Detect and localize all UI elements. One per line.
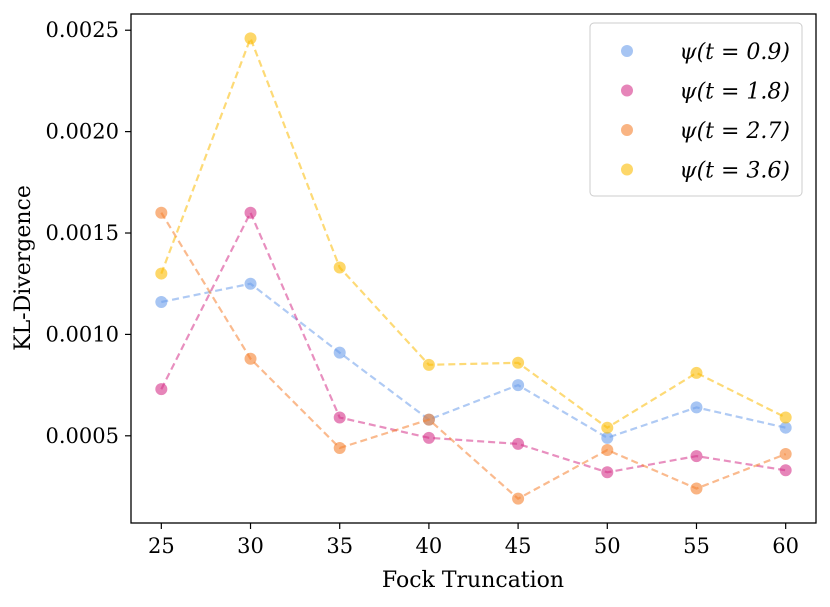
legend-marker [621,45,633,57]
data-point [512,379,525,392]
legend-item: ψ(t = 1.8) [621,80,790,105]
series-3-6 [155,32,792,434]
series-line [161,282,786,440]
data-point [333,261,346,274]
legend-marker [621,124,633,136]
x-tick-label: 50 [594,534,621,558]
data-point [779,448,792,461]
x-tick-label: 25 [148,534,175,558]
y-tick-label: 0.0020 [46,120,119,144]
data-point [244,352,257,365]
data-point [690,482,703,495]
series-line [160,210,786,474]
data-point [333,346,346,359]
x-tick-label: 40 [416,534,443,558]
y-axis: 0.0005 0.0010 0.0015 0.0020 0.0025 [46,18,131,448]
x-axis: 25 30 35 40 45 50 55 60 [148,523,799,558]
data-point [512,437,525,450]
data-point [422,413,435,426]
plot-marks [155,32,792,505]
data-point [601,443,614,456]
legend-item: ψ(t = 2.7) [621,119,790,144]
series-line [160,35,787,430]
data-point [601,466,614,479]
x-tick-label: 60 [772,534,799,558]
legend-item: ψ(t = 3.6) [621,159,790,184]
y-tick-label: 0.0010 [46,322,119,346]
series-2-7 [155,206,792,505]
plot-frame [130,13,817,524]
data-point [333,411,346,424]
y-tick-label: 0.0005 [46,424,119,448]
data-point [155,206,168,219]
legend-item: ψ(t = 0.9) [621,40,790,65]
data-point [690,401,703,414]
data-point [244,277,257,290]
legend-label: ψ(t = 0.9) [679,40,790,65]
data-point [512,356,525,369]
legend-frame [589,22,803,197]
data-point [422,431,435,444]
series-1-8 [155,206,792,479]
legend-marker [621,84,633,97]
x-tick-label: 35 [326,534,353,558]
data-point [155,295,168,308]
data-point [601,431,614,444]
x-tick-label: 55 [683,534,710,558]
data-point [690,450,703,463]
y-tick-label: 0.0025 [46,18,119,42]
series-line [160,212,787,501]
x-tick-label: 45 [505,534,532,558]
data-point [155,267,168,280]
data-point [779,421,792,434]
legend: ψ(t = 0.9) ψ(t = 1.8) ψ(t = 2.7) ψ(t = 3.6) [589,22,803,197]
data-point [779,411,792,424]
data-point [244,206,257,219]
x-axis-label: Fock Truncation [382,568,564,593]
x-tick-label: 30 [237,534,264,558]
legend-label: ψ(t = 2.7) [679,119,790,144]
legend-marker [621,163,633,176]
data-point [779,464,792,477]
data-point [155,383,168,396]
legend-label: ψ(t = 3.6) [679,159,790,184]
data-point [333,441,346,454]
data-point [244,32,257,45]
legend-label: ψ(t = 1.8) [679,80,790,105]
data-point [690,366,703,379]
data-point [601,421,614,434]
y-tick-label: 0.0015 [46,221,119,245]
data-point [422,358,435,371]
y-axis-label: KL-Divergence [11,185,36,351]
data-point [512,492,525,505]
